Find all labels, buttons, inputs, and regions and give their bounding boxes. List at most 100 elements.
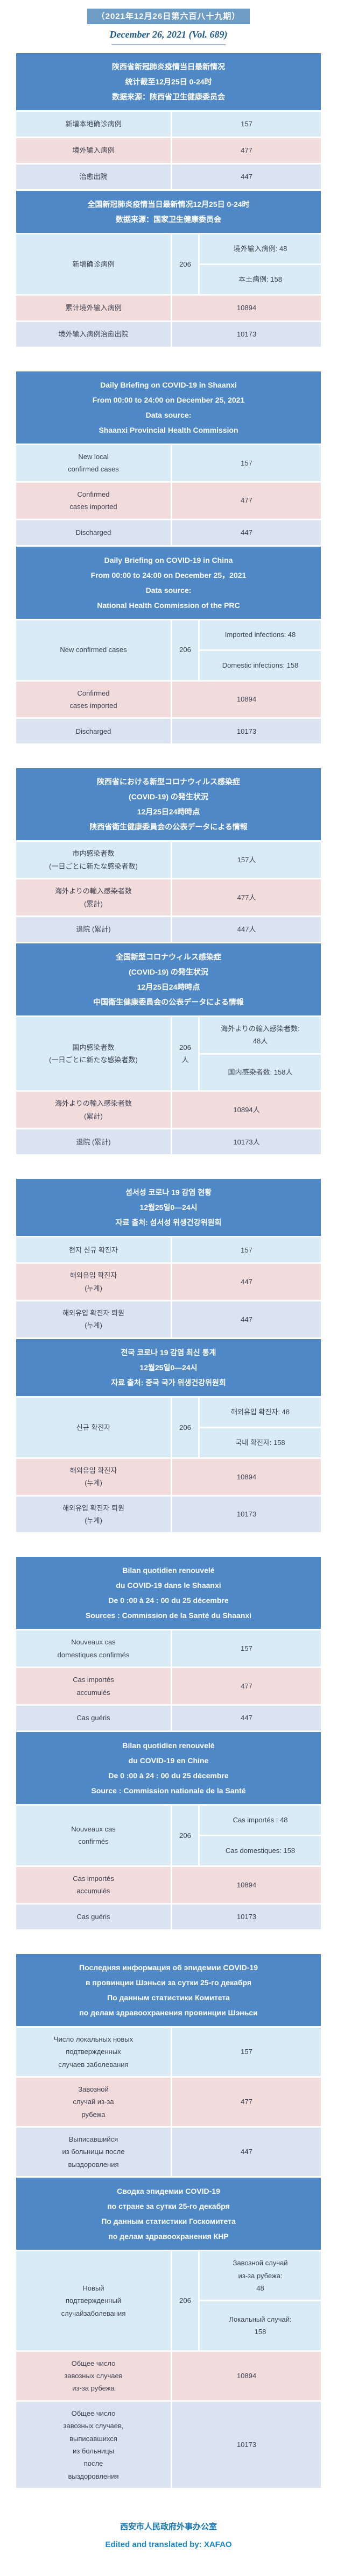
- table-row: 退院 (累計) 447人: [16, 917, 321, 942]
- row-value-cell: 447: [172, 1705, 321, 1730]
- row-label-cell: 해외유입 확진자 퇴원 (누계): [16, 1301, 171, 1337]
- table-row: 해외유입 확진자 (누계) 447: [16, 1264, 321, 1300]
- language-block-french: Bilan quotidien renouvelé du COVID-19 da…: [16, 1557, 321, 1929]
- issue-title: （2021年12月26日第六百八十九期）: [96, 12, 241, 21]
- row-label-cell: 해외유입 확진자 (누계): [16, 1458, 171, 1495]
- language-block-chinese: 陕西省新冠肺炎疫情当日最新情况 统计截至12月25日 0-24时 数据来源：陕西…: [16, 53, 321, 347]
- row-detail-bottom-cell: 本土病例: 158: [200, 265, 321, 294]
- row-label-cell: Confirmed cases imported: [16, 681, 171, 718]
- row-value-cell: 477人: [172, 879, 321, 915]
- row-value-cell: 157: [172, 112, 321, 137]
- row-value-cell: 477: [172, 1668, 321, 1704]
- row-label-cell: 신규 확진자: [16, 1397, 171, 1457]
- row-value-cell: 447: [172, 520, 321, 545]
- row-label-cell: New confirmed cases: [16, 620, 171, 680]
- row-detail-top-cell: Imported infections: 48: [200, 620, 321, 649]
- table-row: 境外输入病例治愈出院 10173: [16, 322, 321, 347]
- row-detail-bottom-cell: Локальный случай: 158: [200, 2301, 321, 2350]
- section-header: Bilan quotidien renouvelé du COVID-19 en…: [16, 1731, 321, 1804]
- row-label-cell: 退院 (累計): [16, 1129, 171, 1155]
- row-label-cell: Число локальных новых подтвержденных слу…: [16, 2027, 171, 2076]
- row-label-cell: 退院 (累計): [16, 917, 171, 942]
- row-label-cell: Discharged: [16, 520, 171, 545]
- row-value-cell: 157: [172, 2027, 321, 2076]
- table-row: Confirmed cases imported 477: [16, 482, 321, 519]
- row-label-cell: 新增本地确诊病例: [16, 112, 171, 137]
- row-value-cell: 157: [172, 1630, 321, 1667]
- section-header: 全国新冠肺炎疫情当日最新情况12月25日 0-24时 数据来源：国家卫生健康委员…: [16, 191, 321, 233]
- table-row: Завозной случай из-за рубежа 477: [16, 2077, 321, 2127]
- table-row: 해외유입 확진자 (누계) 10894: [16, 1458, 321, 1495]
- section-header: Сводка эпидемии COVID-19 по стране за су…: [16, 2178, 321, 2250]
- row-label-cell: 境外输入病例治愈出院: [16, 322, 171, 347]
- table-row: Confirmed cases imported 10894: [16, 681, 321, 718]
- table-row: 治愈出院 447: [16, 164, 321, 189]
- row-label-cell: 累计境外输入病例: [16, 296, 171, 320]
- row-label-cell: Discharged: [16, 719, 171, 744]
- table-row: 海外よりの輸入感染者数 (累計) 477人: [16, 879, 321, 915]
- footer-credit: Edited and translated by: XAFAO: [105, 2540, 232, 2550]
- covid-table-national: 전국 코로나 19 감염 최신 통계 12월25일0—24시 자료 출처: 중국…: [16, 1339, 321, 1533]
- row-label-cell: Выписавшийся из больницы после выздоровл…: [16, 2128, 171, 2177]
- row-value-cell: 157人: [172, 842, 321, 878]
- table-row: Nouveaux cas domestiques confirmés 157: [16, 1630, 321, 1667]
- row-label-cell: Cas guéris: [16, 1904, 171, 1929]
- row-label-cell: 현지 신규 확진자: [16, 1237, 171, 1263]
- row-value-cell: 206: [172, 2251, 198, 2350]
- row-value-cell: 477: [172, 482, 321, 519]
- row-value-cell: 10173人: [172, 1129, 321, 1155]
- row-detail-bottom-cell: 국내 확진자: 158: [200, 1428, 321, 1457]
- language-block-japanese: 陕西省における新型コロナウィルス感染症 (COVID-19) の発生状況 12月…: [16, 768, 321, 1155]
- row-label-cell: 境外输入病例: [16, 138, 171, 163]
- row-detail-bottom-cell: Cas domestiques: 158: [200, 1836, 321, 1865]
- table-row: 退院 (累計) 10173人: [16, 1129, 321, 1155]
- issue-date: December 26, 2021 (Vol. 689): [109, 29, 228, 40]
- row-value-cell: 447: [172, 1301, 321, 1337]
- issue-title-box: （2021年12月26日第六百八十九期）: [87, 9, 250, 24]
- language-block-russian: Последняя информация об эпидемии COVID-1…: [16, 1954, 321, 2488]
- row-value-cell: 206人: [172, 1017, 198, 1091]
- section-header: Последняя информация об эпидемии COVID-1…: [16, 1954, 321, 2026]
- covid-table-provincial: Bilan quotidien renouvelé du COVID-19 da…: [16, 1557, 321, 1730]
- row-value-cell: 10173: [172, 2401, 321, 2488]
- row-value-cell: 10173: [172, 1904, 321, 1929]
- row-label-cell: 市内感染者数 (一日ごとに新たな感染者数): [16, 842, 171, 878]
- table-row: 新增本地确诊病例 157: [16, 112, 321, 137]
- table-row: New local confirmed cases 157: [16, 445, 321, 481]
- table-row: 해외유입 확진자 퇴원 (누계) 10173: [16, 1496, 321, 1533]
- row-value-cell: 447人: [172, 917, 321, 942]
- row-value-cell: 206: [172, 234, 198, 294]
- date-underline-divider: [111, 44, 226, 45]
- row-label-cell: 해외유입 확진자 퇴원 (누계): [16, 1496, 171, 1533]
- table-row: Число локальных новых подтвержденных слу…: [16, 2027, 321, 2076]
- row-detail-bottom-cell: 国内感染者数: 158人: [200, 1054, 321, 1091]
- table-row: Общее число завозных случаев, выписавших…: [16, 2401, 321, 2488]
- row-value-cell: 447: [172, 1264, 321, 1300]
- row-value-cell: 447: [172, 2128, 321, 2177]
- table-row: Cas importés accumulés 477: [16, 1668, 321, 1704]
- table-row: Новый подтвержденный случайзаболевания 20…: [16, 2251, 321, 2350]
- row-value-cell: 206: [172, 1805, 198, 1865]
- section-header: Daily Briefing on COVID-19 in China From…: [16, 546, 321, 619]
- language-block-english: Daily Briefing on COVID-19 in Shaanxi Fr…: [16, 371, 321, 744]
- report-body: 陕西省新冠肺炎疫情当日最新情况 统计截至12月25日 0-24时 数据来源：陕西…: [16, 53, 321, 2488]
- row-detail-stack: Cas importés : 48 Cas domestiques: 158: [200, 1805, 321, 1865]
- row-value-cell: 10894: [172, 296, 321, 320]
- row-value-cell: 10894: [172, 2351, 321, 2400]
- table-row: Discharged 447: [16, 520, 321, 545]
- table-row: Discharged 10173: [16, 719, 321, 744]
- table-row: 境外输入病例 477: [16, 138, 321, 163]
- table-row: 해외유입 확진자 퇴원 (누계) 447: [16, 1301, 321, 1337]
- row-label-cell: 新增确诊病例: [16, 234, 171, 294]
- row-value-cell: 157: [172, 445, 321, 481]
- row-detail-top-cell: Cas importés : 48: [200, 1805, 321, 1835]
- row-label-cell: Cas importés accumulés: [16, 1866, 171, 1903]
- section-header: 陕西省における新型コロナウィルス感染症 (COVID-19) の発生状況 12月…: [16, 768, 321, 841]
- table-row: Cas guéris 447: [16, 1705, 321, 1730]
- report-footer: 西安市人民政府外事办公室 Edited and translated by: X…: [16, 2518, 321, 2576]
- covid-table-provincial: Daily Briefing on COVID-19 in Shaanxi Fr…: [16, 371, 321, 545]
- row-label-cell: Общее число завозных случаев, выписавших…: [16, 2401, 171, 2488]
- row-value-cell: 10894人: [172, 1092, 321, 1128]
- row-value-cell: 447: [172, 164, 321, 189]
- bulletin-page: （2021年12月26日第六百八十九期） December 26, 2021 (…: [16, 0, 321, 2576]
